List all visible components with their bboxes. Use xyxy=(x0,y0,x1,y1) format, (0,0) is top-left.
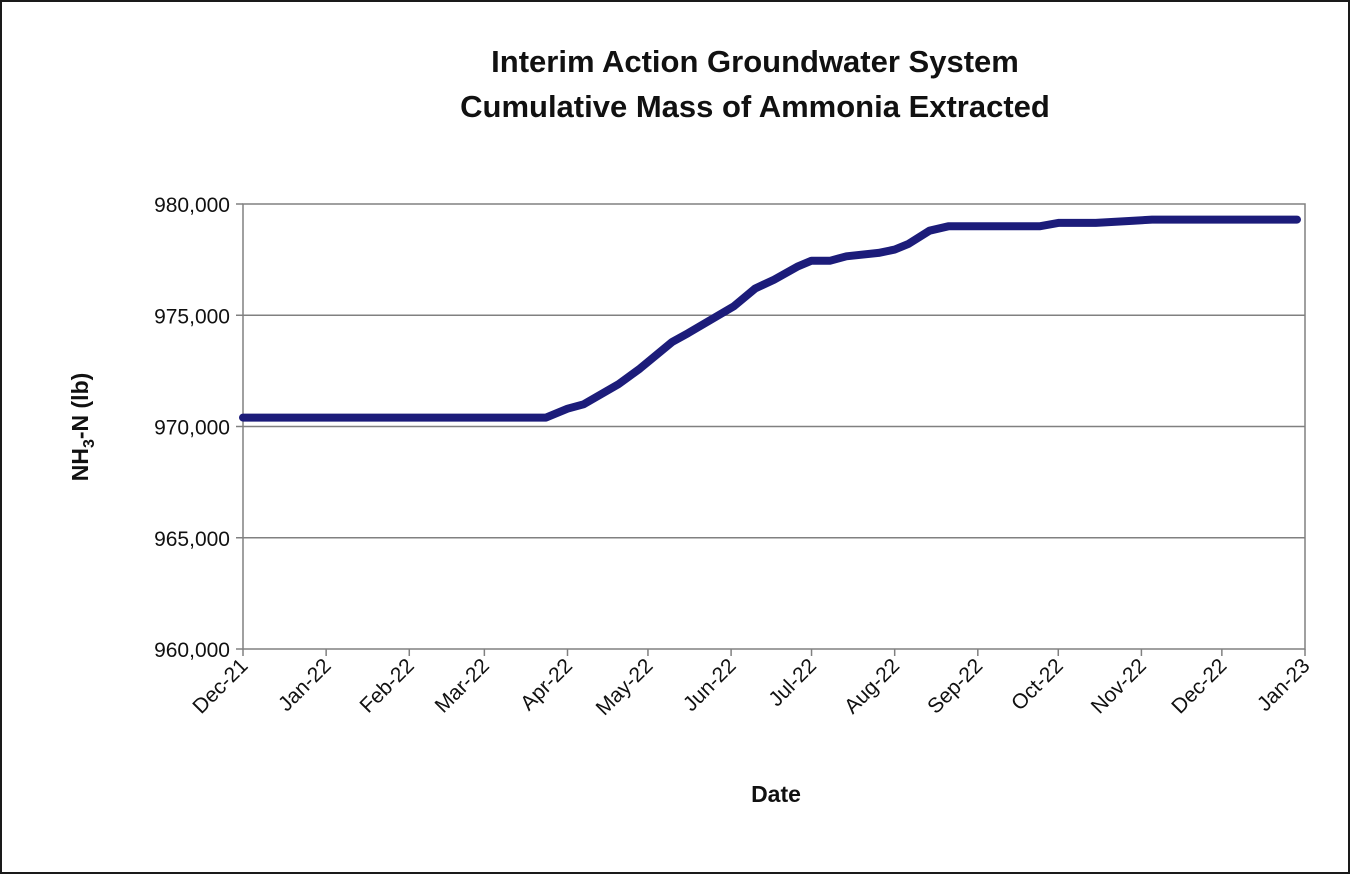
x-tick-label-12: Dec-22 xyxy=(1167,654,1231,718)
x-tick-label-5: May-22 xyxy=(592,654,658,720)
y-tick-label-3: 975,000 xyxy=(154,305,230,328)
series-0-point-14 xyxy=(798,266,799,267)
series-0-point-6 xyxy=(583,404,584,405)
series-0-point-22 xyxy=(948,226,949,227)
series-0-point-16 xyxy=(830,260,831,261)
y-axis-title-subscript: 3 xyxy=(81,439,98,448)
x-tick-label-7: Jul-22 xyxy=(764,654,821,711)
x-axis-ticks: Dec-21 Jan-22 Feb-22 Mar-22 Apr-22 May-22 Jun-… xyxy=(188,649,1315,720)
y-axis-ticks: 960,000 965,000 970,000 975,000 980,000 xyxy=(154,194,243,662)
series-0-point-18 xyxy=(878,252,879,253)
x-tick-label-10: Oct-22 xyxy=(1007,654,1068,715)
series-0-point-11 xyxy=(733,306,734,307)
series-0-point-27 xyxy=(1133,220,1134,221)
series-0-point-20 xyxy=(908,244,909,245)
y-axis-title-prefix: NH xyxy=(67,448,93,481)
y-axis-title-suffix: -N (lb) xyxy=(67,373,93,439)
series-0-point-17 xyxy=(846,256,847,257)
chart-subtitle: Cumulative Mass of Ammonia Extracted xyxy=(460,89,1050,124)
series-0-point-29 xyxy=(1221,219,1222,220)
series-0-point-10 xyxy=(688,333,689,334)
y-tick-label-4: 980,000 xyxy=(154,194,230,217)
series-0-point-28 xyxy=(1152,219,1153,220)
x-tick-label-1: Jan-22 xyxy=(274,654,336,716)
y-tick-label-0: 960,000 xyxy=(154,639,230,662)
x-tick-label-0: Dec-21 xyxy=(188,654,252,718)
x-tick-label-11: Nov-22 xyxy=(1087,654,1151,718)
gridlines xyxy=(243,314,1305,539)
series-0-point-4 xyxy=(546,417,547,418)
series-0-point-9 xyxy=(672,342,673,343)
x-tick-label-8: Aug-22 xyxy=(840,654,904,718)
series-0-point-13 xyxy=(774,279,775,280)
y-tick-label-2: 970,000 xyxy=(154,417,230,440)
x-axis-title: Date xyxy=(751,781,801,807)
series-0-point-1 xyxy=(326,417,327,418)
x-tick-label-4: Apr-22 xyxy=(516,654,577,715)
series-0-point-0 xyxy=(243,417,244,418)
series-0-point-7 xyxy=(618,384,619,385)
series-0-point-24 xyxy=(1039,226,1040,227)
x-tick-label-6: Jun-22 xyxy=(679,654,741,716)
series-line-0 xyxy=(239,215,1301,422)
series-0-point-25 xyxy=(1058,222,1059,223)
series-group xyxy=(239,215,1301,422)
y-tick-label-1: 965,000 xyxy=(154,528,230,551)
chart-title: Interim Action Groundwater System xyxy=(491,44,1019,79)
y-axis-title: NH3-N (lb) xyxy=(67,373,98,482)
series-0-point-21 xyxy=(929,230,930,231)
series-0-point-2 xyxy=(409,417,410,418)
x-tick-label-3: Mar-22 xyxy=(431,654,494,717)
series-0-point-26 xyxy=(1095,222,1096,223)
series-0-point-19 xyxy=(894,249,895,250)
series-0-point-15 xyxy=(811,260,812,261)
series-0-point-8 xyxy=(639,368,640,369)
series-0-point-3 xyxy=(484,417,485,418)
x-tick-label-9: Sep-22 xyxy=(923,654,987,718)
series-0-point-12 xyxy=(755,288,756,289)
x-tick-label-13: Jan-23 xyxy=(1253,654,1315,716)
series-0-point-5 xyxy=(567,408,568,409)
series-0-point-30 xyxy=(1297,219,1298,220)
series-0-point-23 xyxy=(977,226,978,227)
x-tick-label-2: Feb-22 xyxy=(355,654,418,717)
